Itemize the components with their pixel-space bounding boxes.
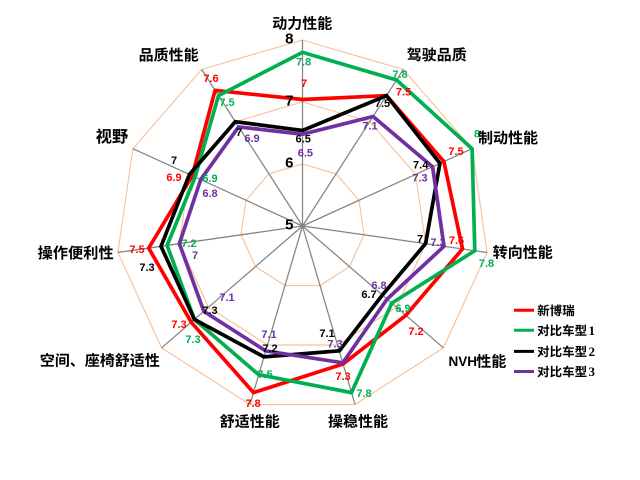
svg-text:7.1: 7.1	[362, 121, 377, 133]
svg-text:NVH: NVH	[449, 354, 478, 369]
svg-text:7.5: 7.5	[257, 369, 272, 381]
svg-text:7: 7	[192, 250, 198, 262]
svg-text:7.8: 7.8	[392, 69, 407, 81]
svg-text:6.9: 6.9	[166, 172, 181, 184]
svg-text:7: 7	[285, 93, 293, 110]
svg-text:7.3: 7.3	[327, 339, 342, 351]
svg-text:1: 1	[589, 323, 596, 338]
svg-text:7.2: 7.2	[181, 238, 196, 250]
svg-text:7.3: 7.3	[430, 237, 445, 249]
svg-text:7.6: 7.6	[449, 235, 464, 247]
svg-text:7.8: 7.8	[479, 258, 494, 270]
svg-text:8: 8	[474, 129, 480, 141]
svg-text:7.5: 7.5	[448, 146, 463, 158]
svg-text:7.1: 7.1	[319, 328, 334, 340]
svg-text:7.3: 7.3	[202, 305, 217, 317]
svg-text:7.8: 7.8	[356, 388, 371, 400]
svg-text:7.3: 7.3	[335, 371, 350, 383]
svg-text:7.2: 7.2	[408, 326, 423, 338]
svg-text:7.8: 7.8	[245, 398, 260, 410]
svg-text:6: 6	[285, 155, 293, 172]
svg-text:6.7: 6.7	[361, 289, 376, 301]
svg-text:7.8: 7.8	[296, 57, 311, 69]
svg-text:3: 3	[589, 364, 596, 379]
svg-text:6.9: 6.9	[244, 133, 259, 145]
svg-text:7.6: 7.6	[203, 73, 218, 85]
svg-text:7: 7	[171, 155, 177, 167]
svg-text:6.5: 6.5	[298, 147, 313, 159]
svg-text:6.8: 6.8	[371, 280, 386, 292]
svg-text:7.5: 7.5	[375, 98, 390, 110]
svg-text:7.1: 7.1	[219, 292, 234, 304]
svg-text:7.5: 7.5	[219, 97, 234, 109]
svg-text:7: 7	[301, 78, 307, 90]
svg-text:6.9: 6.9	[202, 173, 217, 185]
svg-text:7.3: 7.3	[412, 173, 427, 185]
svg-text:7.4: 7.4	[413, 160, 429, 172]
svg-text:7: 7	[417, 234, 423, 246]
svg-text:7.1: 7.1	[261, 329, 276, 341]
svg-text:2: 2	[589, 344, 596, 359]
svg-text:7.3: 7.3	[171, 319, 186, 331]
svg-text:5: 5	[285, 217, 293, 234]
svg-text:7.5: 7.5	[396, 87, 411, 99]
svg-text:7.3: 7.3	[139, 262, 154, 274]
svg-text:8: 8	[285, 31, 293, 48]
svg-text:6.5: 6.5	[296, 134, 311, 146]
svg-text:7.2: 7.2	[262, 343, 277, 355]
svg-text:7: 7	[236, 127, 242, 139]
svg-text:6.9: 6.9	[395, 303, 410, 315]
svg-text:7.5: 7.5	[129, 244, 144, 256]
svg-text:6.8: 6.8	[202, 188, 217, 200]
svg-text:7.3: 7.3	[185, 334, 200, 346]
